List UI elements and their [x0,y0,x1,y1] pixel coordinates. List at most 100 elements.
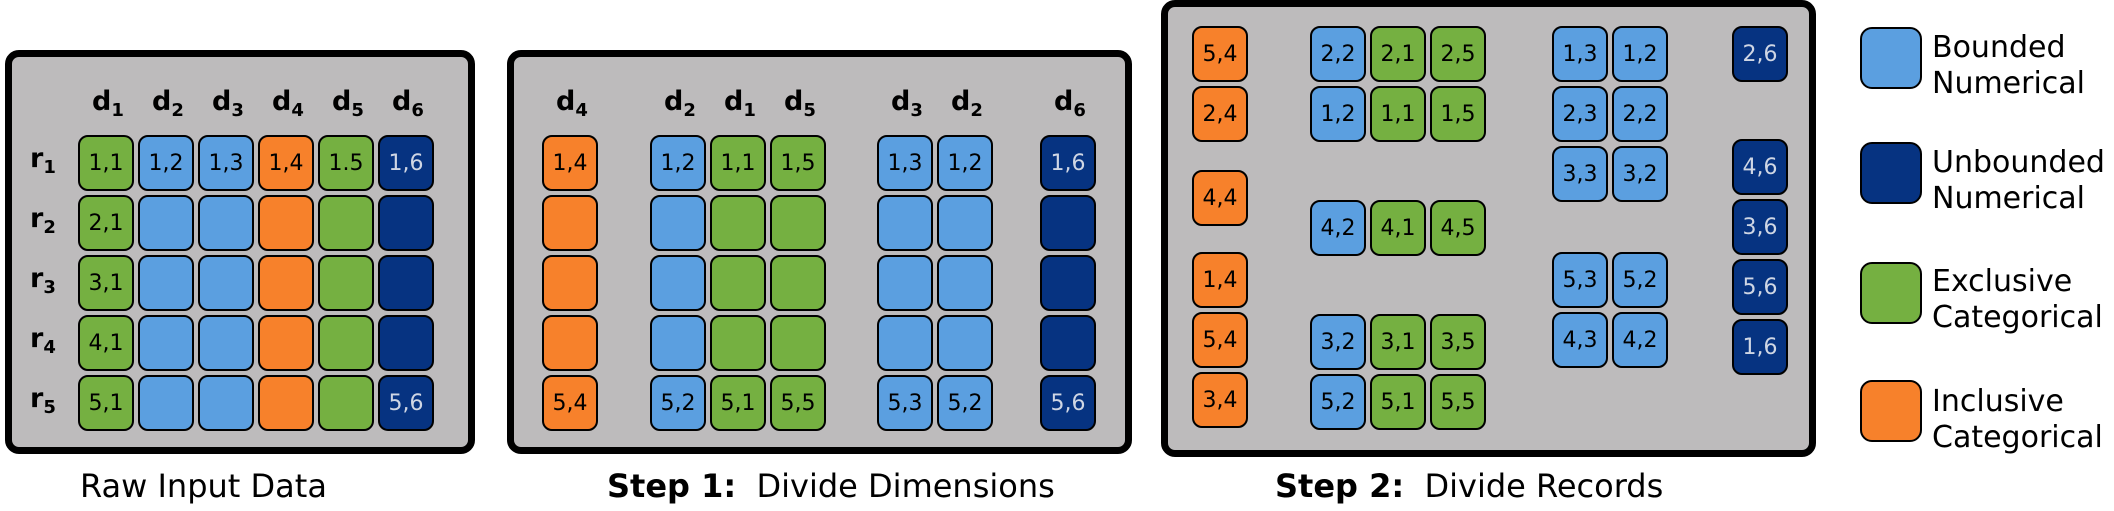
divide-records-panel [1161,0,1816,457]
data-cell [710,255,766,311]
data-cell: 1,1 [1370,86,1426,142]
data-cell: 5,1 [78,375,134,431]
data-cell [138,195,194,251]
row-header-r3: r3 [30,263,56,298]
data-cell: 4,1 [1370,200,1426,256]
data-cell: 1,2 [650,135,706,191]
data-cell [877,195,933,251]
data-cell: 1,1 [710,135,766,191]
data-cell [877,255,933,311]
data-cell: 1,5 [770,135,826,191]
legend-inclusive-line1: Inclusive [1932,384,2064,419]
caption-step1-text: Divide Dimensions [756,467,1055,505]
data-cell: 1,6 [1732,319,1788,375]
data-cell: 1,6 [1040,135,1096,191]
data-cell: 3,1 [1370,314,1426,370]
data-cell [770,255,826,311]
data-cell: 5,4 [542,375,598,431]
legend-bounded-line2: Numerical [1932,66,2086,101]
row-header-r1: r1 [30,143,56,178]
data-cell [650,255,706,311]
data-cell: 4,2 [1310,200,1366,256]
data-cell: 1,2 [1612,26,1668,82]
legend-exclusive-line2: Categorical [1932,300,2103,335]
caption-step1-bold: Step 1: [607,467,737,505]
data-cell: 1,2 [138,135,194,191]
data-cell: 3,6 [1732,199,1788,255]
data-cell: 5,5 [1430,374,1486,430]
data-cell: 5,4 [1192,312,1248,368]
data-cell [542,195,598,251]
data-cell: 1.5 [318,135,374,191]
data-cell: 1,6 [378,135,434,191]
data-cell [258,315,314,371]
data-cell: 5,2 [937,375,993,431]
column-header-d5: d5 [332,86,364,121]
data-cell: 3,4 [1192,372,1248,428]
data-cell: 3,1 [78,255,134,311]
data-cell [877,315,933,371]
caption-step2-bold: Step 2: [1275,467,1405,505]
data-cell [770,195,826,251]
data-cell: 4,5 [1430,200,1486,256]
data-cell: 1,1 [78,135,134,191]
data-cell: 2,2 [1310,26,1366,82]
data-cell [542,315,598,371]
data-cell: 5,2 [1310,374,1366,430]
data-cell [650,315,706,371]
data-cell [138,375,194,431]
data-cell: 1,2 [1310,86,1366,142]
data-cell: 1,5 [1430,86,1486,142]
data-cell [1040,315,1096,371]
legend-unbounded-line1: Unbounded [1932,145,2105,180]
column-header-d1: d1 [92,86,124,121]
column-header-d2: d2 [664,86,696,121]
caption-raw-input: Raw Input Data [80,467,327,505]
data-cell: 2,2 [1612,86,1668,142]
data-cell [770,315,826,371]
row-header-r4: r4 [30,323,56,358]
data-cell: 4,2 [1612,312,1668,368]
column-header-d3: d3 [212,86,244,121]
data-cell [318,255,374,311]
data-cell: 4,4 [1192,170,1248,226]
data-cell: 5,2 [650,375,706,431]
legend-label-unbounded: Unbounded Numerical [1932,145,2105,217]
data-cell [710,195,766,251]
data-cell [650,195,706,251]
data-cell [378,315,434,371]
data-cell: 5,3 [1552,252,1608,308]
data-cell [318,375,374,431]
caption-step2: Step 2: Divide Records [1275,467,1663,505]
data-cell [937,195,993,251]
data-cell: 1,3 [877,135,933,191]
data-cell: 1,4 [542,135,598,191]
legend-label-bounded: Bounded Numerical [1932,30,2085,102]
data-cell [258,375,314,431]
data-cell [1040,195,1096,251]
data-cell: 4,3 [1552,312,1608,368]
legend-bounded-line1: Bounded [1932,30,2066,65]
data-cell: 5,6 [1040,375,1096,431]
data-cell: 3,3 [1552,146,1608,202]
data-cell: 1,4 [1192,252,1248,308]
data-cell [258,195,314,251]
data-cell: 5,5 [770,375,826,431]
column-header-d4: d4 [556,86,588,121]
data-cell: 2,4 [1192,86,1248,142]
data-cell [378,195,434,251]
data-cell: 2,5 [1430,26,1486,82]
legend-swatch-bounded [1860,27,1922,89]
data-cell [198,255,254,311]
legend-swatch-exclusive [1860,262,1922,324]
data-cell: 5,2 [1612,252,1668,308]
legend-label-inclusive: Inclusive Categorical [1932,384,2103,456]
data-cell [198,195,254,251]
column-header-d6: d6 [392,86,424,121]
data-cell: 5,6 [378,375,434,431]
data-cell [710,315,766,371]
row-header-r2: r2 [30,203,56,238]
column-header-d4: d4 [272,86,304,121]
data-cell [318,315,374,371]
data-cell [1040,255,1096,311]
